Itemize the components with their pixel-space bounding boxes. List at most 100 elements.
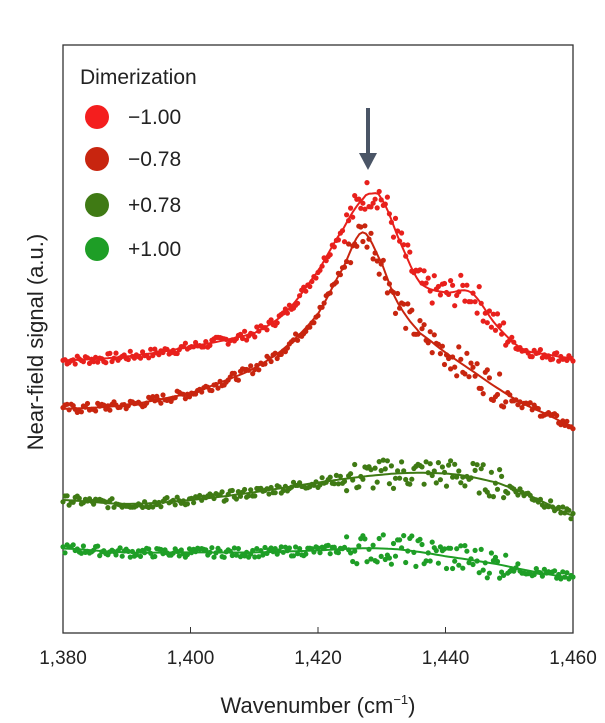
y-axis-title: Near-field signal (a.u.) (23, 234, 48, 450)
data-point (548, 498, 554, 504)
data-point (176, 553, 182, 559)
data-point (486, 375, 492, 381)
data-point (458, 480, 464, 486)
data-point (254, 324, 260, 330)
data-point (174, 548, 180, 555)
data-point (382, 466, 388, 472)
data-point (392, 310, 399, 316)
data-point (344, 258, 350, 265)
data-point (429, 472, 435, 479)
data-point (431, 332, 437, 338)
data-point (152, 553, 158, 560)
data-point (113, 552, 119, 558)
data-point (399, 545, 405, 551)
data-point (470, 290, 476, 296)
data-point (256, 367, 262, 373)
x-tick-label: 1,440 (422, 648, 470, 669)
data-point (427, 558, 433, 564)
data-point (370, 485, 376, 491)
data-point (93, 408, 99, 414)
data-point (315, 313, 321, 319)
data-point (423, 459, 429, 465)
x-axis-title: Wavenumber (cm−1) (221, 692, 416, 718)
data-point (458, 272, 464, 278)
data-point (446, 291, 452, 297)
data-point (125, 403, 131, 409)
data-point (450, 474, 456, 480)
data-point (95, 543, 101, 549)
data-point (368, 230, 374, 236)
data-point (362, 206, 368, 212)
data-point (441, 546, 448, 552)
data-point (295, 551, 301, 557)
data-point (392, 553, 399, 559)
data-point (419, 280, 425, 286)
data-point (556, 504, 562, 510)
data-point (246, 367, 252, 373)
data-point (386, 211, 392, 217)
data-point (403, 476, 409, 483)
data-point (319, 263, 325, 269)
data-point (494, 558, 501, 565)
data-point (295, 337, 301, 343)
data-point (142, 499, 148, 505)
data-point (478, 385, 484, 392)
data-point (511, 339, 517, 345)
data-point (478, 466, 484, 472)
data-point (401, 242, 407, 248)
data-point (380, 457, 386, 463)
data-point (364, 559, 370, 565)
data-point (341, 478, 348, 484)
data-point (142, 550, 148, 556)
data-point (337, 272, 343, 278)
data-point (564, 418, 570, 424)
data-point (484, 320, 490, 326)
data-point (562, 574, 568, 580)
data-point (84, 355, 91, 361)
data-point (527, 400, 533, 406)
data-point (443, 565, 450, 572)
data-point (180, 391, 186, 397)
data-point (333, 472, 339, 478)
data-point (413, 563, 419, 570)
data-point (239, 335, 246, 342)
data-point (462, 371, 468, 377)
data-point (211, 495, 217, 502)
data-point (376, 188, 382, 195)
data-point (78, 550, 84, 556)
data-point (431, 468, 437, 474)
data-point (80, 359, 86, 365)
data-point (307, 283, 313, 290)
data-point (117, 545, 123, 551)
data-point (172, 502, 178, 508)
legend-marker-pos-0-78 (85, 193, 109, 217)
data-point (382, 556, 388, 563)
data-point (450, 354, 456, 360)
data-point (252, 554, 258, 560)
data-point (70, 357, 76, 363)
data-point (517, 399, 523, 405)
data-point (119, 553, 125, 559)
data-point (570, 574, 576, 580)
data-point (348, 205, 354, 211)
data-point (474, 310, 480, 316)
data-point (260, 552, 266, 558)
data-point (474, 558, 480, 564)
data-point (262, 361, 268, 367)
data-point (360, 200, 366, 206)
data-point (448, 278, 454, 284)
data-point (129, 548, 135, 555)
data-point (372, 250, 378, 256)
data-point (303, 288, 309, 294)
x-axis-title-superscript: −1 (393, 692, 408, 707)
data-point (62, 357, 68, 363)
data-point (282, 306, 288, 312)
data-point (519, 405, 525, 411)
data-point (388, 561, 394, 567)
data-point (199, 389, 205, 395)
data-point (435, 560, 441, 566)
data-point (437, 292, 443, 298)
data-point (348, 550, 354, 556)
data-point (564, 570, 570, 576)
data-point (209, 545, 215, 551)
